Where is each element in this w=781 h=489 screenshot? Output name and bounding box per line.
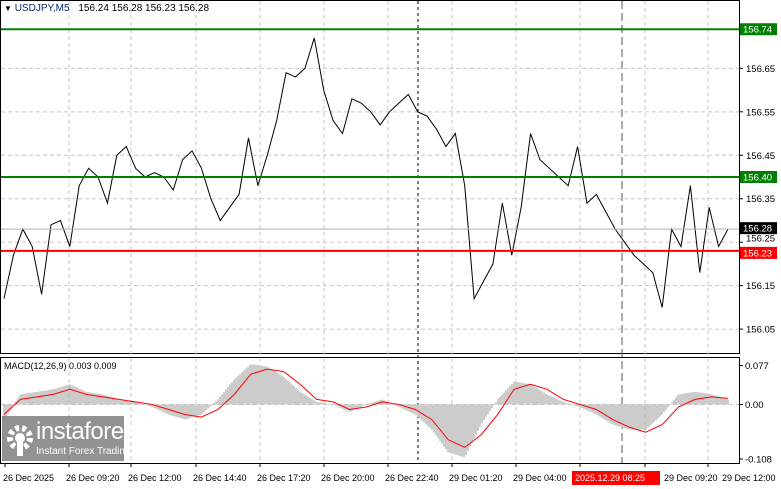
macd-tick-label: -0.108 (745, 454, 772, 465)
time-label: 29 Dec 04:00 (513, 473, 567, 483)
time-label: 26 Dec 09:20 (66, 473, 120, 483)
macd-signal-line (3, 368, 729, 448)
time-label: 29 Dec 01:20 (449, 473, 503, 483)
level-label: 156.40 (743, 173, 772, 184)
time-label: 26 Dec 14:40 (193, 473, 247, 483)
time-label: 26 Dec 22:40 (385, 473, 439, 483)
price-tick-label: 156.55 (746, 107, 775, 118)
level-label: 156.23 (743, 248, 772, 259)
dropdown-triangle-icon[interactable]: ▼ (4, 4, 12, 13)
ohlc-values: 156.24 156.28 156.23 156.28 (78, 3, 210, 14)
crosshair-time-label: 2025.12.29 08:25 (575, 473, 645, 483)
time-label: 29 Dec 09:20 (664, 473, 718, 483)
level-lines: 156.74 156.40 156.23 156.28 (1, 23, 777, 259)
price-tick-label: 156.45 (746, 151, 775, 162)
brand-tagline: Instant Forex Trading (36, 446, 131, 457)
price-tick-label: 156.25 (746, 234, 775, 245)
brand-name: instaforex (36, 418, 136, 445)
level-badge (740, 171, 777, 183)
price-tick-label: 156.15 (746, 281, 775, 292)
time-axis: 26 Dec 2025 26 Dec 09:20 26 Dec 12:00 26 De… (3, 463, 776, 485)
time-label: 26 Dec 2025 (3, 473, 54, 483)
macd-panel-frame (0, 357, 740, 464)
time-label: 29 Dec 12:00 (722, 473, 776, 483)
instaforex-watermark: instaforex Instant Forex Trading (2, 416, 136, 461)
level-badge (740, 23, 777, 36)
symbol-label: USDJPY,M5 (14, 3, 70, 14)
time-label: 26 Dec 20:00 (321, 473, 375, 483)
level-label: 156.74 (743, 25, 772, 36)
price-panel-frame (0, 0, 740, 354)
crosshair-time-badge (572, 471, 660, 485)
price-tick-label: 156.05 (746, 325, 775, 336)
price-tick-label: 156.35 (746, 194, 775, 205)
price-line (3, 37, 729, 308)
price-axis: 156.65 156.55 156.45 156.35 156.25 156.15 156.… (739, 64, 775, 465)
grid (1, 1, 739, 463)
macd-indicator (3, 364, 729, 458)
macd-title: MACD(12,26,9) 0.003 0.009 (4, 361, 117, 371)
gear-logo-icon (7, 425, 33, 456)
price-series (3, 37, 729, 308)
current-price-badge (740, 222, 777, 235)
time-label: 26 Dec 17:20 (257, 473, 311, 483)
macd-tick-label: 0.00 (745, 400, 764, 411)
macd-tick-label: 0.077 (745, 361, 769, 372)
level-badge (740, 246, 777, 259)
current-price-label: 156.28 (743, 224, 772, 235)
chart-header: ▼ USDJPY,M5 156.24 156.28 156.23 156.28 (4, 3, 209, 14)
time-label: 26 Dec 12:00 (128, 473, 182, 483)
price-tick-label: 156.65 (746, 64, 775, 75)
